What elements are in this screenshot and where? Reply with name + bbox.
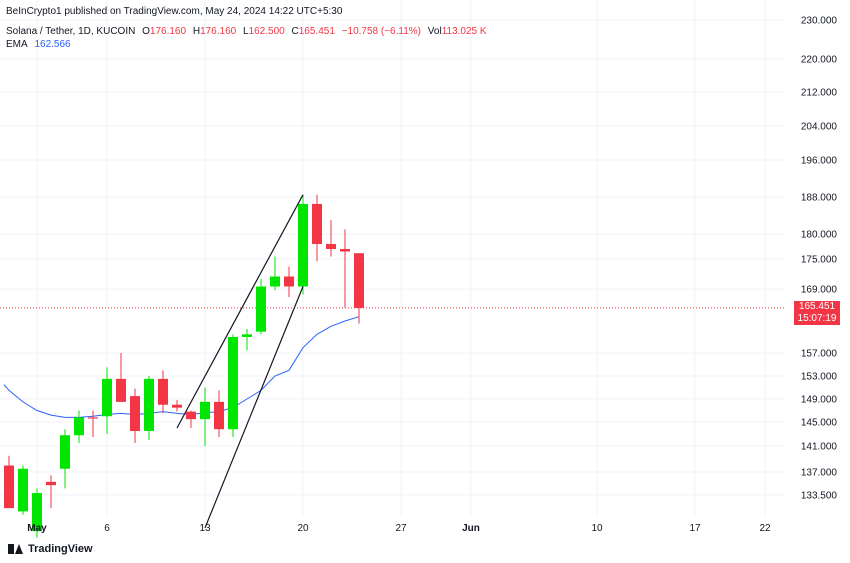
candle-body [200, 401, 210, 420]
close-value: C165.451 [291, 26, 335, 37]
candle-body [74, 417, 84, 436]
y-tick-label: 149.000 [801, 395, 838, 406]
x-axis: May 6 13 20 27 Jun 10 17 22 [27, 523, 771, 534]
candle-body [46, 481, 56, 486]
candle-body [340, 249, 350, 252]
ema-value: 162.566 [34, 39, 71, 50]
y-tick-label: 188.000 [801, 193, 838, 204]
y-tick-label: 180.000 [801, 230, 838, 241]
y-axis: 230.000 220.000 212.000 204.000 196.000 188.0… [801, 16, 838, 502]
x-tick-label: 27 [395, 523, 407, 534]
candle-body [354, 253, 364, 308]
y-tick-label: 204.000 [801, 122, 838, 133]
y-tick-label: 137.000 [801, 468, 838, 479]
published-info: BeInCrypto1 published on TradingView.com… [6, 6, 343, 17]
ema-layer [0, 307, 785, 418]
trendline [204, 286, 304, 529]
x-tick-label: 20 [297, 523, 309, 534]
y-tick-label: 157.000 [801, 349, 838, 360]
candle-body [214, 401, 224, 430]
x-tick-label: Jun [462, 523, 480, 534]
y-tick-label: 196.000 [801, 156, 838, 167]
y-tick-label: 169.000 [801, 285, 838, 296]
symbol-name: Solana / Tether, 1D, KUCOIN [6, 26, 136, 37]
candle-body [326, 244, 336, 249]
high-value: H176.160 [192, 26, 237, 37]
y-tick-label: 153.000 [801, 372, 838, 383]
candles-layer [4, 194, 364, 538]
y-tick-label: 175.000 [801, 255, 838, 266]
bar-countdown: 15:07:19 [797, 312, 837, 324]
trendline [176, 194, 304, 429]
candle-body [242, 334, 252, 337]
candle-body [284, 276, 294, 287]
y-tick-label: 145.000 [801, 418, 838, 429]
candle-body [130, 396, 140, 431]
candle-body [298, 203, 308, 287]
y-tick-label: 220.000 [801, 55, 838, 66]
x-tick-label: 10 [591, 523, 603, 534]
x-tick-label: 6 [104, 523, 110, 534]
candle-body [256, 286, 266, 332]
y-tick-label: 141.000 [801, 442, 838, 453]
candle-body [270, 276, 280, 287]
candle-body [60, 435, 70, 469]
candle-body [158, 378, 168, 405]
candle-body [144, 378, 154, 431]
y-tick-label: 133.500 [801, 491, 838, 502]
candle-body [172, 404, 182, 408]
candle-body [4, 465, 14, 509]
ema-label: EMA [6, 39, 28, 50]
candle-body [32, 493, 42, 532]
y-tick-label: 212.000 [801, 88, 838, 99]
candle-body [102, 378, 112, 417]
last-price-tag: 165.451 15:07:19 [794, 300, 840, 325]
x-tick-label: 17 [689, 523, 701, 534]
open-value: O176.160 [142, 26, 187, 37]
trendlines-layer [176, 194, 304, 529]
last-price-value: 165.451 [798, 300, 836, 312]
tradingview-brand: TradingView [28, 543, 93, 555]
low-value: L162.500 [243, 26, 285, 37]
symbol-legend: Solana / Tether, 1D, KUCOIN O176.160 H17… [6, 26, 491, 37]
candle-body [18, 468, 28, 512]
ema-legend: EMA 162.566 [6, 39, 75, 50]
volume-value: Vol113.025 K [427, 26, 487, 37]
candle-body [228, 337, 238, 430]
ema-line [3, 316, 360, 418]
candle-body [88, 417, 98, 419]
tradingview-logo-icon [8, 544, 24, 554]
change-value: −10.758 (−6.11%) [341, 26, 421, 37]
candle-body [186, 411, 196, 420]
candle-body [116, 378, 126, 402]
y-tick-label: 230.000 [801, 16, 838, 27]
chart-grid [0, 0, 785, 517]
tradingview-footer[interactable]: TradingView [8, 543, 93, 555]
x-tick-label: May [27, 523, 47, 534]
candle-body [312, 203, 322, 244]
x-tick-label: 13 [199, 523, 211, 534]
x-tick-label: 22 [759, 523, 771, 534]
